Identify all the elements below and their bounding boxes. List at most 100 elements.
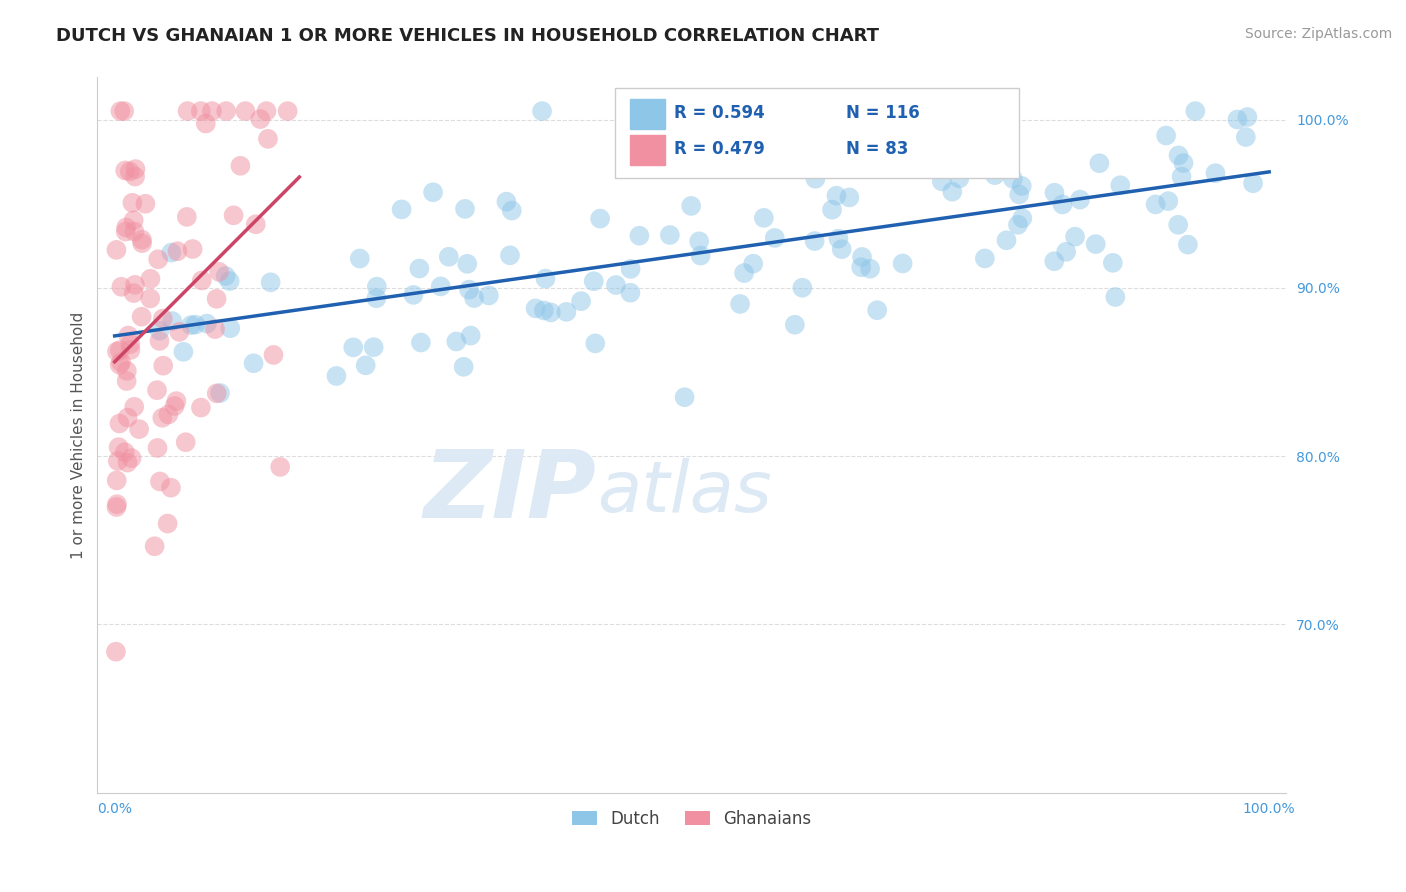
Point	[838, 190, 860, 204]
Point	[735, 121, 758, 136]
Point	[124, 224, 146, 238]
Point	[124, 162, 146, 177]
Point	[128, 422, 150, 436]
Point	[446, 334, 468, 349]
Point	[115, 220, 138, 235]
Point	[143, 539, 166, 553]
Point	[1069, 193, 1091, 207]
Point	[114, 163, 136, 178]
Point	[249, 112, 271, 127]
Point	[156, 516, 179, 531]
Point	[458, 283, 481, 297]
Point	[134, 196, 156, 211]
Point	[463, 291, 485, 305]
Point	[1173, 156, 1195, 170]
Point	[695, 131, 717, 145]
Point	[366, 291, 388, 305]
Point	[104, 645, 127, 659]
Point	[1054, 244, 1077, 259]
Point	[205, 292, 228, 306]
Point	[160, 245, 183, 260]
Point	[108, 343, 131, 358]
Point	[146, 252, 169, 267]
Point	[605, 278, 627, 293]
Point	[952, 114, 974, 128]
Point	[160, 314, 183, 328]
Point	[1088, 156, 1111, 170]
Point	[146, 441, 169, 455]
Point	[658, 227, 681, 242]
Text: N = 116: N = 116	[846, 104, 921, 122]
Point	[948, 171, 970, 186]
Point	[1236, 110, 1258, 124]
Point	[121, 195, 143, 210]
Point	[534, 271, 557, 285]
Point	[733, 266, 755, 280]
Point	[1043, 186, 1066, 200]
Point	[619, 261, 641, 276]
Point	[763, 231, 786, 245]
Point	[209, 386, 232, 401]
Point	[191, 273, 214, 287]
Point	[112, 104, 135, 119]
Point	[195, 317, 218, 331]
Point	[1109, 178, 1132, 193]
Point	[105, 500, 128, 514]
Point	[821, 202, 844, 217]
Point	[108, 358, 131, 372]
Point	[752, 211, 775, 225]
Point	[363, 340, 385, 354]
Point	[429, 279, 451, 293]
Point	[1234, 130, 1257, 145]
Point	[354, 359, 377, 373]
Point	[583, 336, 606, 351]
Point	[533, 303, 555, 318]
Point	[180, 318, 202, 332]
Point	[263, 348, 285, 362]
Point	[122, 400, 145, 414]
Point	[229, 159, 252, 173]
Point	[122, 213, 145, 227]
Point	[146, 383, 169, 397]
Point	[1101, 256, 1123, 270]
Point	[589, 211, 612, 226]
Point	[984, 168, 1007, 182]
Point	[105, 344, 128, 359]
Point	[204, 322, 226, 336]
Point	[349, 252, 371, 266]
Point	[120, 343, 142, 357]
Point	[150, 410, 173, 425]
Point	[165, 394, 187, 409]
Point	[1008, 187, 1031, 202]
FancyBboxPatch shape	[630, 135, 665, 165]
Point	[456, 257, 478, 271]
Point	[499, 248, 522, 262]
FancyBboxPatch shape	[614, 88, 1019, 178]
Point	[108, 417, 131, 431]
Point	[117, 410, 139, 425]
Text: ZIP: ZIP	[423, 446, 596, 538]
Point	[1052, 197, 1074, 211]
Point	[124, 169, 146, 184]
Point	[1064, 229, 1087, 244]
Point	[366, 279, 388, 293]
Point	[157, 408, 180, 422]
Point	[124, 277, 146, 292]
Point	[148, 324, 170, 338]
Point	[495, 194, 517, 209]
Point	[107, 440, 129, 454]
Point	[256, 104, 278, 119]
Point	[166, 244, 188, 259]
Point	[391, 202, 413, 217]
Point	[673, 390, 696, 404]
Point	[118, 164, 141, 178]
Point	[851, 260, 873, 275]
Point	[214, 268, 236, 283]
Point	[1104, 290, 1126, 304]
Point	[1170, 169, 1192, 184]
Point	[866, 303, 889, 318]
Point	[205, 386, 228, 401]
Point	[110, 355, 132, 369]
Text: DUTCH VS GHANAIAN 1 OR MORE VEHICLES IN HOUSEHOLD CORRELATION CHART: DUTCH VS GHANAIAN 1 OR MORE VEHICLES IN …	[56, 27, 879, 45]
Point	[115, 374, 138, 388]
